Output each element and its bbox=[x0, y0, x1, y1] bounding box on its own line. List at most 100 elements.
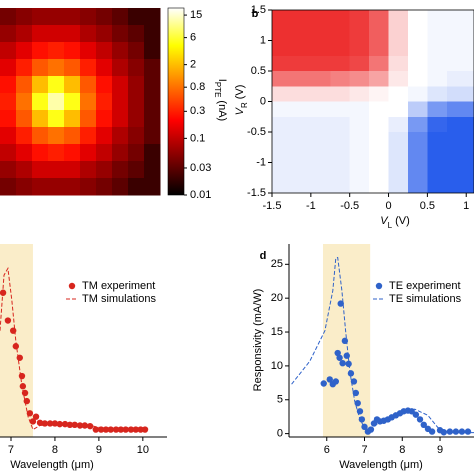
heat-cell bbox=[330, 55, 351, 72]
y-tick-label: 15 bbox=[271, 326, 283, 338]
x-tick-label: 9 bbox=[437, 444, 443, 456]
colorbar-label-part: (nA) bbox=[216, 100, 228, 121]
heat-cell bbox=[427, 25, 448, 41]
data-point bbox=[4, 317, 12, 324]
heat-cell bbox=[0, 25, 17, 43]
heat-cell bbox=[407, 147, 428, 163]
data-point bbox=[18, 372, 26, 380]
heat-cell bbox=[388, 86, 409, 102]
heat-cell bbox=[330, 40, 351, 57]
heat-cell bbox=[466, 71, 474, 87]
heat-cell bbox=[310, 162, 331, 179]
data-point bbox=[81, 422, 89, 429]
heat-cell bbox=[466, 132, 474, 148]
heat-cell bbox=[96, 161, 113, 179]
colorbar-tick-label: 0.8 bbox=[190, 81, 205, 93]
heat-cell bbox=[32, 161, 49, 179]
y-tick-label: 1.5 bbox=[251, 4, 266, 16]
data-point bbox=[332, 378, 340, 385]
heat-cell bbox=[349, 10, 370, 26]
heat-cell bbox=[388, 101, 409, 118]
heat-cell bbox=[330, 101, 351, 118]
data-point bbox=[452, 428, 460, 435]
legend-label: TM simulations bbox=[82, 293, 156, 305]
heat-cell bbox=[291, 132, 312, 148]
y-tick-label: 10 bbox=[271, 360, 283, 372]
heat-cell bbox=[48, 8, 65, 26]
heat-cell bbox=[128, 144, 145, 162]
heat-cell bbox=[64, 110, 81, 128]
plot-area bbox=[0, 266, 149, 433]
x-axis-label-part: L bbox=[388, 221, 393, 230]
heat-cell bbox=[32, 178, 49, 196]
x-tick-label: 7 bbox=[361, 444, 367, 456]
data-point bbox=[326, 376, 333, 383]
data-point bbox=[420, 421, 427, 429]
heat-cell bbox=[80, 59, 97, 77]
heat-cell bbox=[112, 178, 129, 196]
data-point bbox=[12, 343, 20, 350]
heat-cell bbox=[291, 71, 312, 87]
data-point bbox=[76, 422, 84, 429]
heat-cell bbox=[64, 42, 81, 60]
heat-cell bbox=[16, 144, 33, 162]
data-point bbox=[464, 428, 472, 435]
heat-cell bbox=[446, 147, 467, 163]
colorbar-tick-label: 0.01 bbox=[190, 189, 211, 201]
heat-cell bbox=[272, 116, 292, 133]
heat-cell bbox=[64, 178, 81, 196]
heat-cell bbox=[48, 178, 65, 196]
heat-cell bbox=[446, 10, 467, 26]
heat-cell bbox=[48, 127, 65, 145]
heat-cell bbox=[466, 101, 474, 118]
heat-cell bbox=[310, 10, 331, 26]
data-point bbox=[416, 416, 424, 423]
heat-cell bbox=[0, 161, 17, 179]
x-axis-label-part: V bbox=[380, 215, 389, 227]
shaded-band bbox=[0, 244, 33, 437]
heat-cell bbox=[272, 71, 292, 87]
data-point bbox=[345, 360, 352, 368]
heat-cell bbox=[128, 42, 145, 60]
y-tick-label: 0 bbox=[277, 428, 283, 440]
heat-cell bbox=[96, 110, 113, 128]
heat-cell bbox=[144, 110, 161, 128]
heat-cell bbox=[407, 40, 428, 57]
heat-cell bbox=[466, 86, 474, 102]
heat-cell bbox=[427, 162, 448, 179]
data-point bbox=[337, 300, 344, 307]
heat-cell bbox=[446, 132, 467, 148]
heat-cell bbox=[32, 76, 49, 94]
heat-cell bbox=[64, 8, 81, 26]
heat-cell bbox=[32, 127, 49, 145]
heat-cell bbox=[369, 162, 390, 179]
heat-cell bbox=[446, 86, 467, 102]
heat-cell bbox=[388, 55, 409, 72]
heat-cell bbox=[291, 147, 312, 163]
heat-cell bbox=[272, 86, 292, 102]
data-point bbox=[117, 426, 125, 433]
heat-cell bbox=[349, 40, 370, 57]
heat-cell bbox=[388, 10, 409, 26]
heat-cell bbox=[0, 144, 17, 162]
heat-cell bbox=[32, 93, 49, 111]
data-point bbox=[127, 426, 135, 433]
heat-cell bbox=[388, 116, 409, 133]
heat-cell bbox=[407, 25, 428, 41]
heat-cell bbox=[369, 40, 390, 57]
legend-marker bbox=[68, 282, 76, 290]
heat-cell bbox=[388, 162, 409, 179]
heat-cell bbox=[272, 177, 292, 193]
heat-cell bbox=[291, 116, 312, 133]
heat-cell bbox=[48, 144, 65, 162]
data-point bbox=[141, 426, 149, 433]
heat-cell bbox=[272, 25, 292, 41]
heat-cell bbox=[112, 93, 129, 111]
heat-cell bbox=[128, 178, 145, 196]
heat-cell bbox=[80, 161, 97, 179]
heat-cell bbox=[427, 10, 448, 26]
heat-cell bbox=[272, 132, 292, 148]
heat-cell bbox=[80, 144, 97, 162]
heat-cell bbox=[466, 116, 474, 133]
heat-cell bbox=[16, 42, 33, 60]
